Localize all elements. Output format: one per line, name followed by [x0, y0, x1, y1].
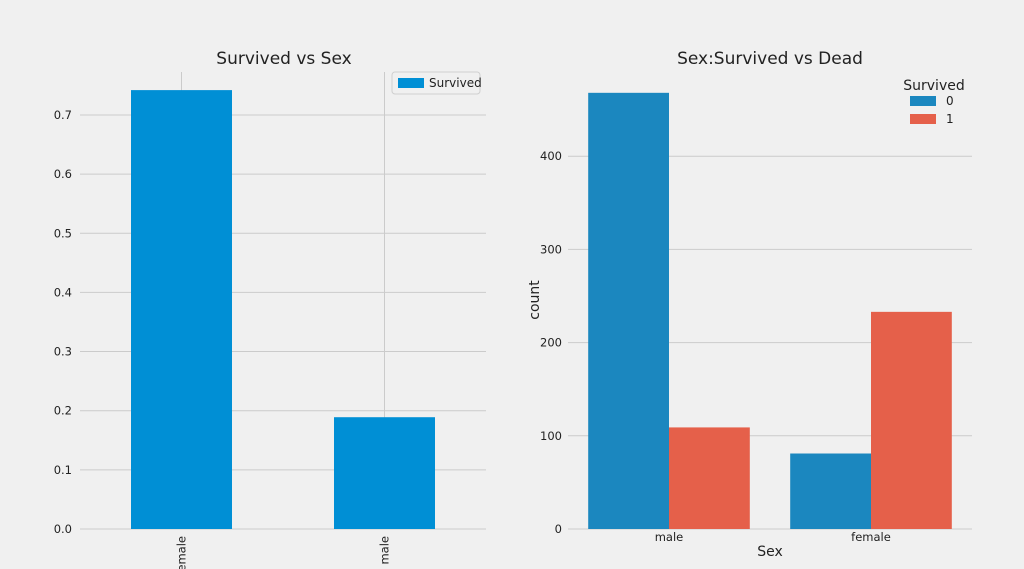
chart-survived-vs-sex: 0.0 0.1 0.2 0.3 0.4 0.5 0.6 0.7 female male Surv… — [54, 49, 486, 569]
chart-sex-survived-vs-dead: 0 100 200 300 400 male female Sex:Survived vs… — [527, 49, 972, 560]
legend-label-0: 0 — [946, 94, 954, 108]
y-tick-label: 0.1 — [54, 463, 72, 477]
legend-swatch-1 — [910, 114, 936, 124]
legend-left[interactable]: Survived — [391, 71, 482, 95]
chart-title-left: Survived vs Sex — [216, 49, 351, 69]
y-tick-label: 0.2 — [54, 404, 72, 418]
bar-female-0 — [790, 453, 871, 529]
legend-label-1: 1 — [946, 112, 954, 126]
y-tick-label: 0.0 — [54, 522, 72, 536]
x-tick-label: female — [851, 530, 891, 544]
x-tick-label: male — [655, 530, 684, 544]
y-tick-label: 0.6 — [54, 167, 72, 181]
y-tick-labels-right: 0 100 200 300 400 — [540, 149, 562, 536]
x-tick-label: male — [378, 536, 392, 565]
bars-right — [588, 92, 952, 529]
bar-male-0 — [588, 92, 669, 529]
y-axis-label-right: count — [527, 280, 543, 320]
x-tick-labels-right: male female — [655, 530, 891, 544]
y-tick-label: 0.5 — [54, 226, 72, 240]
chart-title-right: Sex:Survived vs Dead — [677, 49, 863, 69]
legend-label-survived: Survived — [429, 76, 482, 90]
bar-male — [334, 417, 435, 529]
y-tick-label: 300 — [540, 242, 562, 256]
y-tick-label: 100 — [540, 429, 562, 443]
y-tick-label: 0.3 — [54, 345, 72, 359]
y-tick-label: 400 — [540, 149, 562, 163]
bars-left — [131, 90, 435, 530]
x-tick-label: female — [175, 536, 189, 569]
legend-swatch-survived — [398, 78, 424, 88]
y-tick-label: 0.4 — [54, 285, 72, 299]
legend-swatch-0 — [910, 96, 936, 106]
y-tick-labels-left: 0.0 0.1 0.2 0.3 0.4 0.5 0.6 0.7 — [54, 108, 72, 536]
y-tick-label: 0 — [555, 522, 562, 536]
x-axis-label-right: Sex — [757, 544, 783, 560]
y-tick-label: 0.7 — [54, 108, 72, 122]
bar-female — [131, 90, 232, 530]
bar-male-1 — [669, 427, 750, 529]
x-tick-labels-left: female male — [175, 536, 392, 569]
bar-female-1 — [871, 311, 952, 529]
legend-title-right: Survived — [903, 78, 964, 94]
legend-box-left — [391, 71, 481, 95]
y-tick-label: 200 — [540, 336, 562, 350]
legend-right[interactable]: Survived 0 1 — [903, 78, 964, 126]
